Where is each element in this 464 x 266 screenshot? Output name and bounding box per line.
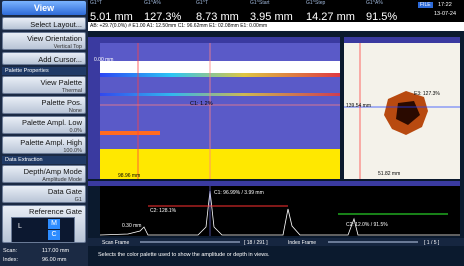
label: Palette Ampl. High xyxy=(20,138,82,147)
scan-value: 117.00 mm xyxy=(42,248,69,254)
ruler xyxy=(344,37,460,43)
reading-label: G1^Step xyxy=(306,0,355,7)
value: Vertical Top xyxy=(6,43,82,52)
band xyxy=(100,61,340,73)
value: Amplitude Mode xyxy=(6,176,82,185)
slider[interactable] xyxy=(328,241,418,243)
band xyxy=(100,73,340,77)
label: View Palette xyxy=(40,78,82,87)
ruler xyxy=(88,181,460,186)
label: Palette Pos. xyxy=(42,98,82,107)
index-label: Index: xyxy=(3,257,18,263)
ruler xyxy=(88,37,340,43)
reading-label: G1^T xyxy=(196,0,239,7)
label: Reference Gate xyxy=(29,207,82,216)
help-text: Selects the color palette used to show t… xyxy=(98,252,270,258)
reading: G1^A%91.5% xyxy=(366,0,397,22)
date: 13-07-24 xyxy=(434,11,456,17)
add-cursor[interactable]: Add Cursor... xyxy=(2,52,86,65)
reference-gate[interactable]: Reference Gate L M C xyxy=(2,205,86,243)
help-bar: Selects the color palette used to show t… xyxy=(88,246,464,266)
band xyxy=(100,131,160,135)
value: Thermal xyxy=(6,87,82,96)
gate-selector: L M C xyxy=(11,217,75,243)
gate-label: C2: 12.0% / 91.5% xyxy=(346,222,388,228)
label: View Orientation xyxy=(27,34,82,43)
screen: {"sidebar":{"header":"View","select_layo… xyxy=(0,0,464,266)
depth-label: 0.30 mm xyxy=(122,223,141,229)
label: Depth/Amp Mode xyxy=(24,167,82,176)
peak-label: E3: 127.3% xyxy=(414,91,440,97)
value: 100.0% xyxy=(6,147,82,156)
views: C1: 1.2% 0.00 mm 98.96 mm E3: 127.3% 139… xyxy=(88,31,464,246)
reading-label: G1^Start xyxy=(250,0,293,7)
depth-label: 139.54 mm xyxy=(346,103,371,109)
time: 17:22 xyxy=(438,2,452,8)
cursor-label: C2: 128.1% xyxy=(150,208,177,214)
option-m[interactable]: M xyxy=(48,219,60,229)
depth-label: 98.96 mm xyxy=(118,173,140,179)
value: 0.0% xyxy=(6,127,82,136)
label: Palette Ampl. Low xyxy=(22,118,82,127)
value: G1 xyxy=(6,196,82,205)
option-c[interactable]: C xyxy=(48,230,60,240)
reading: G1^A%127.3% xyxy=(144,0,181,22)
palette-pos[interactable]: Palette Pos.None xyxy=(2,96,86,114)
section-header: Data Extraction xyxy=(2,156,86,164)
slider[interactable] xyxy=(140,241,240,243)
option-l[interactable]: L xyxy=(18,222,22,231)
band xyxy=(100,93,340,96)
reading-label: G1^T xyxy=(90,0,133,7)
reading-label: G1^A% xyxy=(144,0,181,7)
scan-label: Scan: xyxy=(3,248,17,254)
section-header: Palette Properties xyxy=(2,67,86,75)
file-indicator: FILE xyxy=(418,2,433,8)
cursor-label: C1: 1.2% xyxy=(190,101,213,107)
value: None xyxy=(6,107,82,116)
cursor-label: C1: 96.99% / 3.99 mm xyxy=(214,190,264,196)
ruler xyxy=(88,43,100,179)
info-bar: AB: +29.7(0.0%) # E1.00 A1: 12.50mm C1: … xyxy=(88,22,464,31)
depth-label: 0.00 mm xyxy=(94,57,113,63)
depth-label: 51.82 mm xyxy=(378,171,400,177)
index-value: 96.00 mm xyxy=(42,257,66,263)
reading-label: G1^A% xyxy=(366,0,397,7)
view-tab[interactable]: View xyxy=(2,1,86,15)
select-layout[interactable]: Select Layout... xyxy=(2,17,86,30)
label: Data Gate xyxy=(48,187,82,196)
info-line: AB: +29.7(0.0%) # E1.00 A1: 12.50mm C1: … xyxy=(90,23,267,29)
